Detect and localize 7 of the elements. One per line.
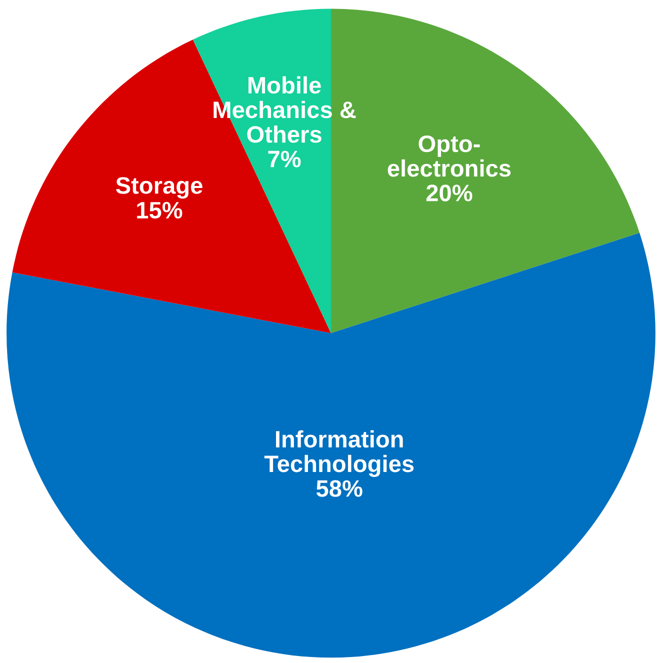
data-label: 15% [137, 202, 182, 219]
data-label: 7% [268, 150, 301, 168]
slice-label: Information Technologies [264, 430, 414, 477]
slice-label: Storage [116, 177, 202, 199]
slice-label: Opto- electronics [388, 135, 511, 177]
data-label: 20% [426, 184, 472, 202]
data-label: 58% [316, 480, 362, 497]
